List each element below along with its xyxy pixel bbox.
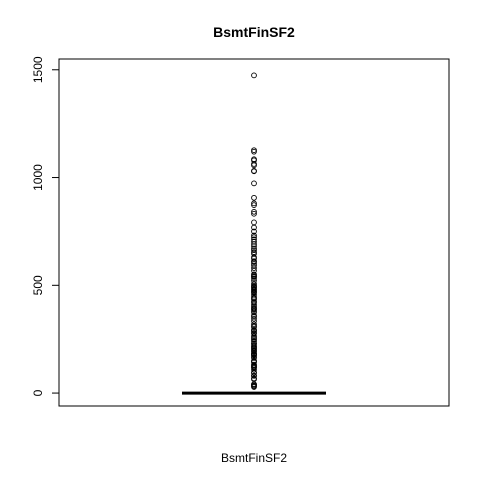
outlier-point (251, 309, 257, 316)
outlier-point (251, 259, 257, 265)
outlier-point (251, 180, 257, 187)
outlier-point (251, 265, 257, 271)
outlier-point (251, 202, 257, 208)
outlier-point (251, 232, 257, 239)
y-axis-ticks: 0 500 1000 1500 (31, 56, 59, 396)
outlier-point (251, 168, 257, 175)
y-tick-label: 0 (31, 389, 45, 396)
outlier-point (251, 260, 257, 267)
y-tick-label: 500 (31, 275, 45, 295)
outlier-point (251, 162, 257, 169)
outlier-point (251, 224, 257, 231)
outlier-point (251, 324, 257, 330)
outlier-point (251, 194, 257, 201)
outlier-point (251, 355, 257, 361)
outlier-points (251, 72, 257, 390)
outlier-point (251, 370, 257, 376)
outlier-point (251, 219, 257, 226)
x-axis-label: BsmtFinSF2 (221, 451, 287, 465)
outlier-point (251, 208, 257, 215)
outlier-point (251, 384, 257, 390)
outlier-point (251, 148, 257, 155)
outlier-point (251, 243, 257, 249)
outlier-point (251, 72, 257, 79)
chart-title: BsmtFinSF2 (213, 24, 295, 40)
y-tick-label: 1000 (31, 164, 45, 191)
outlier-point (251, 289, 257, 296)
outlier-point (251, 241, 257, 247)
outlier-point (251, 247, 257, 254)
outlier-point (251, 228, 257, 235)
outlier-point (251, 210, 257, 217)
outlier-point (251, 313, 257, 320)
outlier-point (251, 366, 257, 373)
outlier-point (251, 372, 257, 379)
outlier-point (251, 238, 257, 245)
y-tick-label: 1500 (31, 56, 45, 83)
outlier-point (251, 321, 257, 328)
outlier-point (251, 200, 257, 207)
outlier-point (251, 315, 257, 322)
outlier-point (251, 275, 257, 282)
